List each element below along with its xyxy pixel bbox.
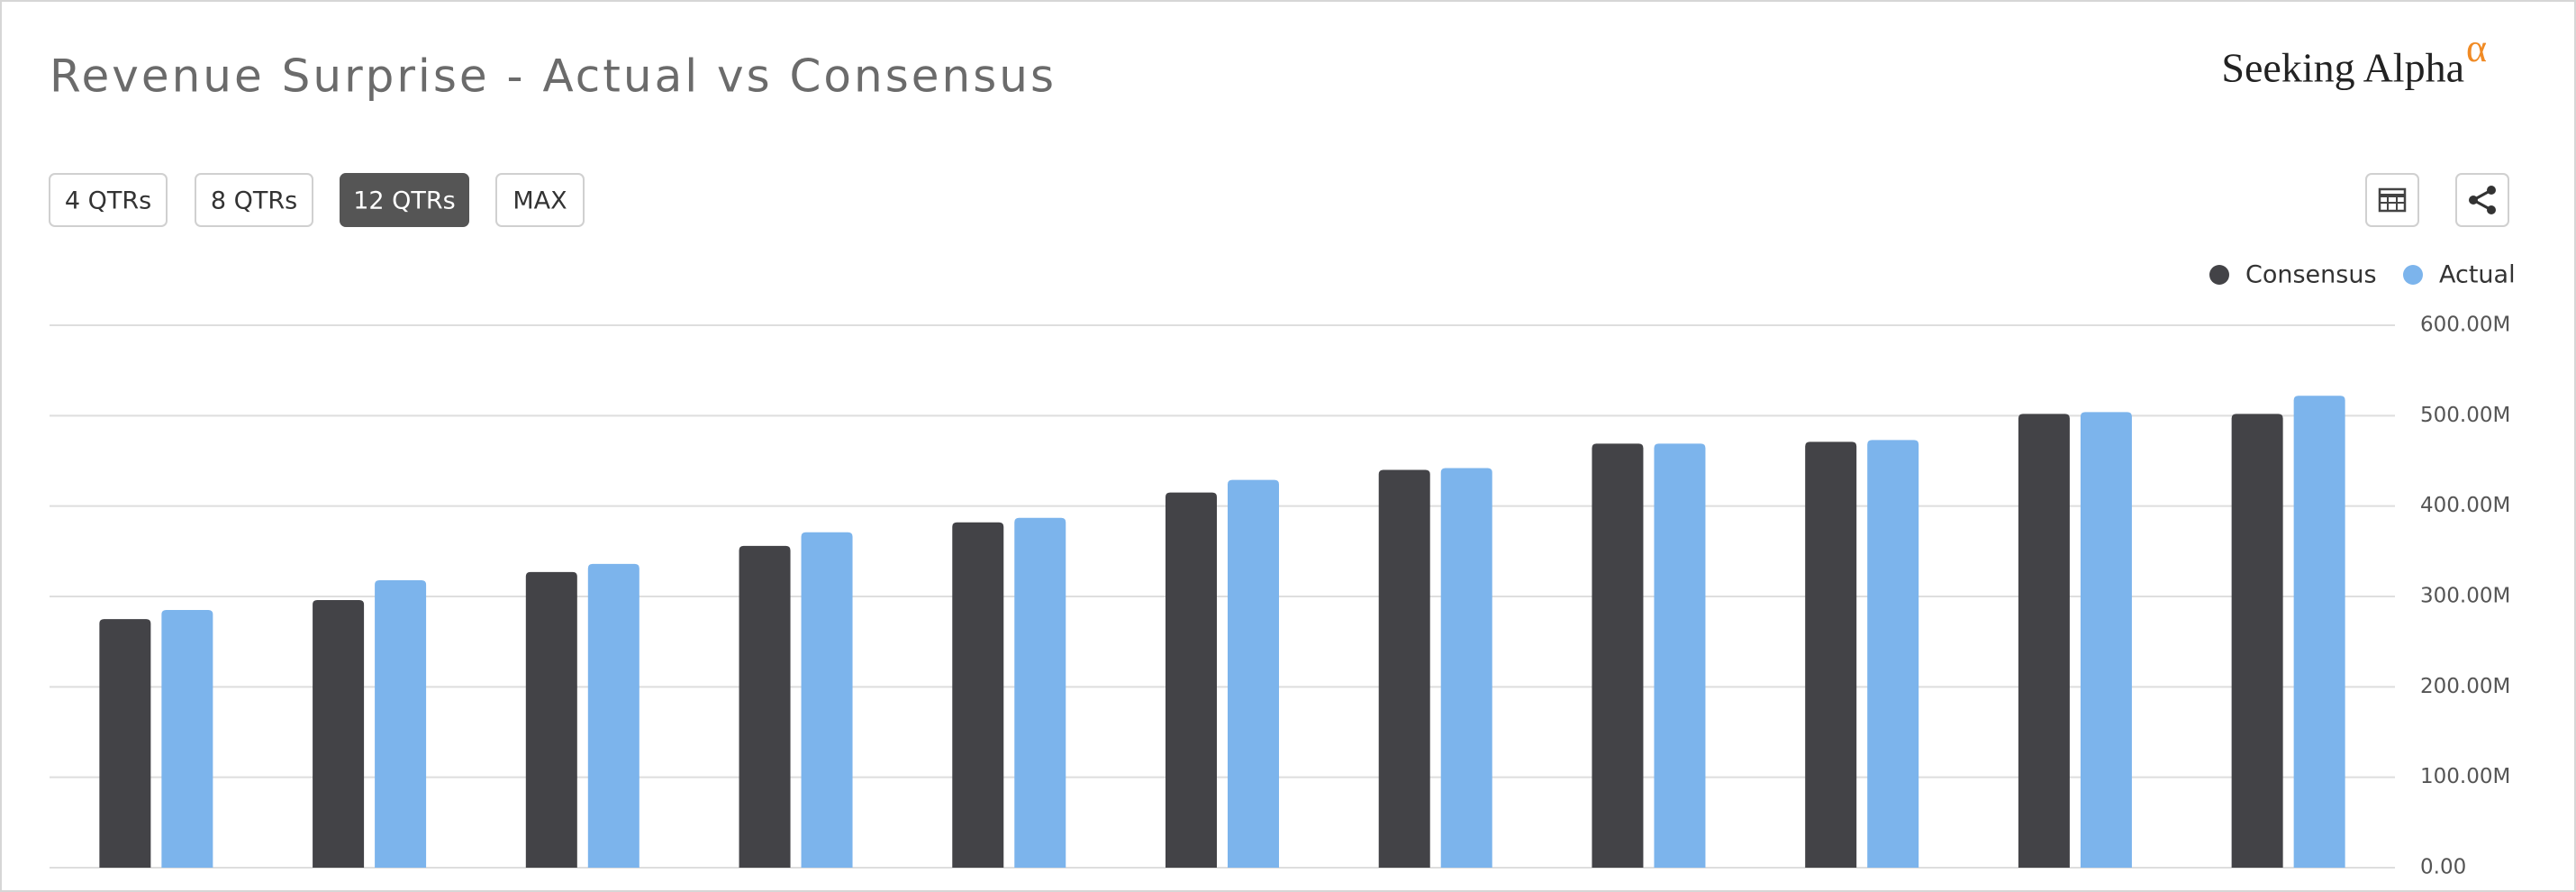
button-label: 8 QTRs (211, 187, 297, 215)
bar (525, 571, 577, 868)
bar (1592, 443, 1644, 868)
range-button[interactable]: 4 QTRs (49, 173, 168, 227)
bar (1014, 517, 1066, 868)
y-tick-label: 300.00M (2420, 585, 2510, 608)
bar (375, 579, 427, 868)
table-button[interactable] (2365, 173, 2419, 227)
bar (1378, 469, 1430, 868)
bar (801, 532, 853, 868)
bar (1228, 479, 1279, 868)
range-button[interactable]: 8 QTRs (195, 173, 313, 227)
y-tick-label: 600.00M (2420, 314, 2510, 337)
bar (1654, 443, 1706, 868)
legend-marker (2403, 265, 2423, 285)
button-label: 4 QTRs (65, 187, 151, 215)
bar (1867, 440, 1919, 868)
button-label: 12 QTRs (353, 187, 456, 215)
bar (952, 522, 1004, 868)
bar (1805, 441, 1857, 868)
bar (587, 563, 639, 868)
logo[interactable]: Seeking Alpha (2221, 45, 2464, 91)
bar (739, 545, 791, 868)
legend-label[interactable]: Consensus (2245, 261, 2377, 289)
button-label: MAX (512, 187, 567, 215)
y-tick-label: 0.00 (2420, 856, 2466, 879)
y-tick-label: 400.00M (2420, 494, 2510, 517)
legend-label[interactable]: Actual (2439, 261, 2516, 289)
logo-mark: α (2466, 26, 2487, 70)
bar (1440, 468, 1492, 868)
button-background (195, 173, 313, 227)
share-button[interactable] (2455, 173, 2509, 227)
button-background (340, 173, 469, 227)
legend-marker (2209, 265, 2229, 285)
bar (2231, 414, 2283, 868)
bar (2293, 396, 2345, 868)
bar (99, 619, 151, 868)
y-tick-label: 100.00M (2420, 765, 2510, 788)
y-tick-label: 500.00M (2420, 404, 2510, 427)
bar (1166, 492, 1217, 868)
bar (161, 610, 213, 868)
chart-title: Revenue Surprise - Actual vs Consensus (50, 50, 1057, 103)
y-tick-label: 200.00M (2420, 675, 2510, 698)
bar (313, 600, 365, 868)
bar (2018, 414, 2070, 868)
bar (2080, 412, 2132, 868)
range-button[interactable]: 12 QTRs (340, 173, 469, 227)
button-background (495, 173, 585, 227)
button-background (49, 173, 168, 227)
range-button[interactable]: MAX (495, 173, 585, 227)
